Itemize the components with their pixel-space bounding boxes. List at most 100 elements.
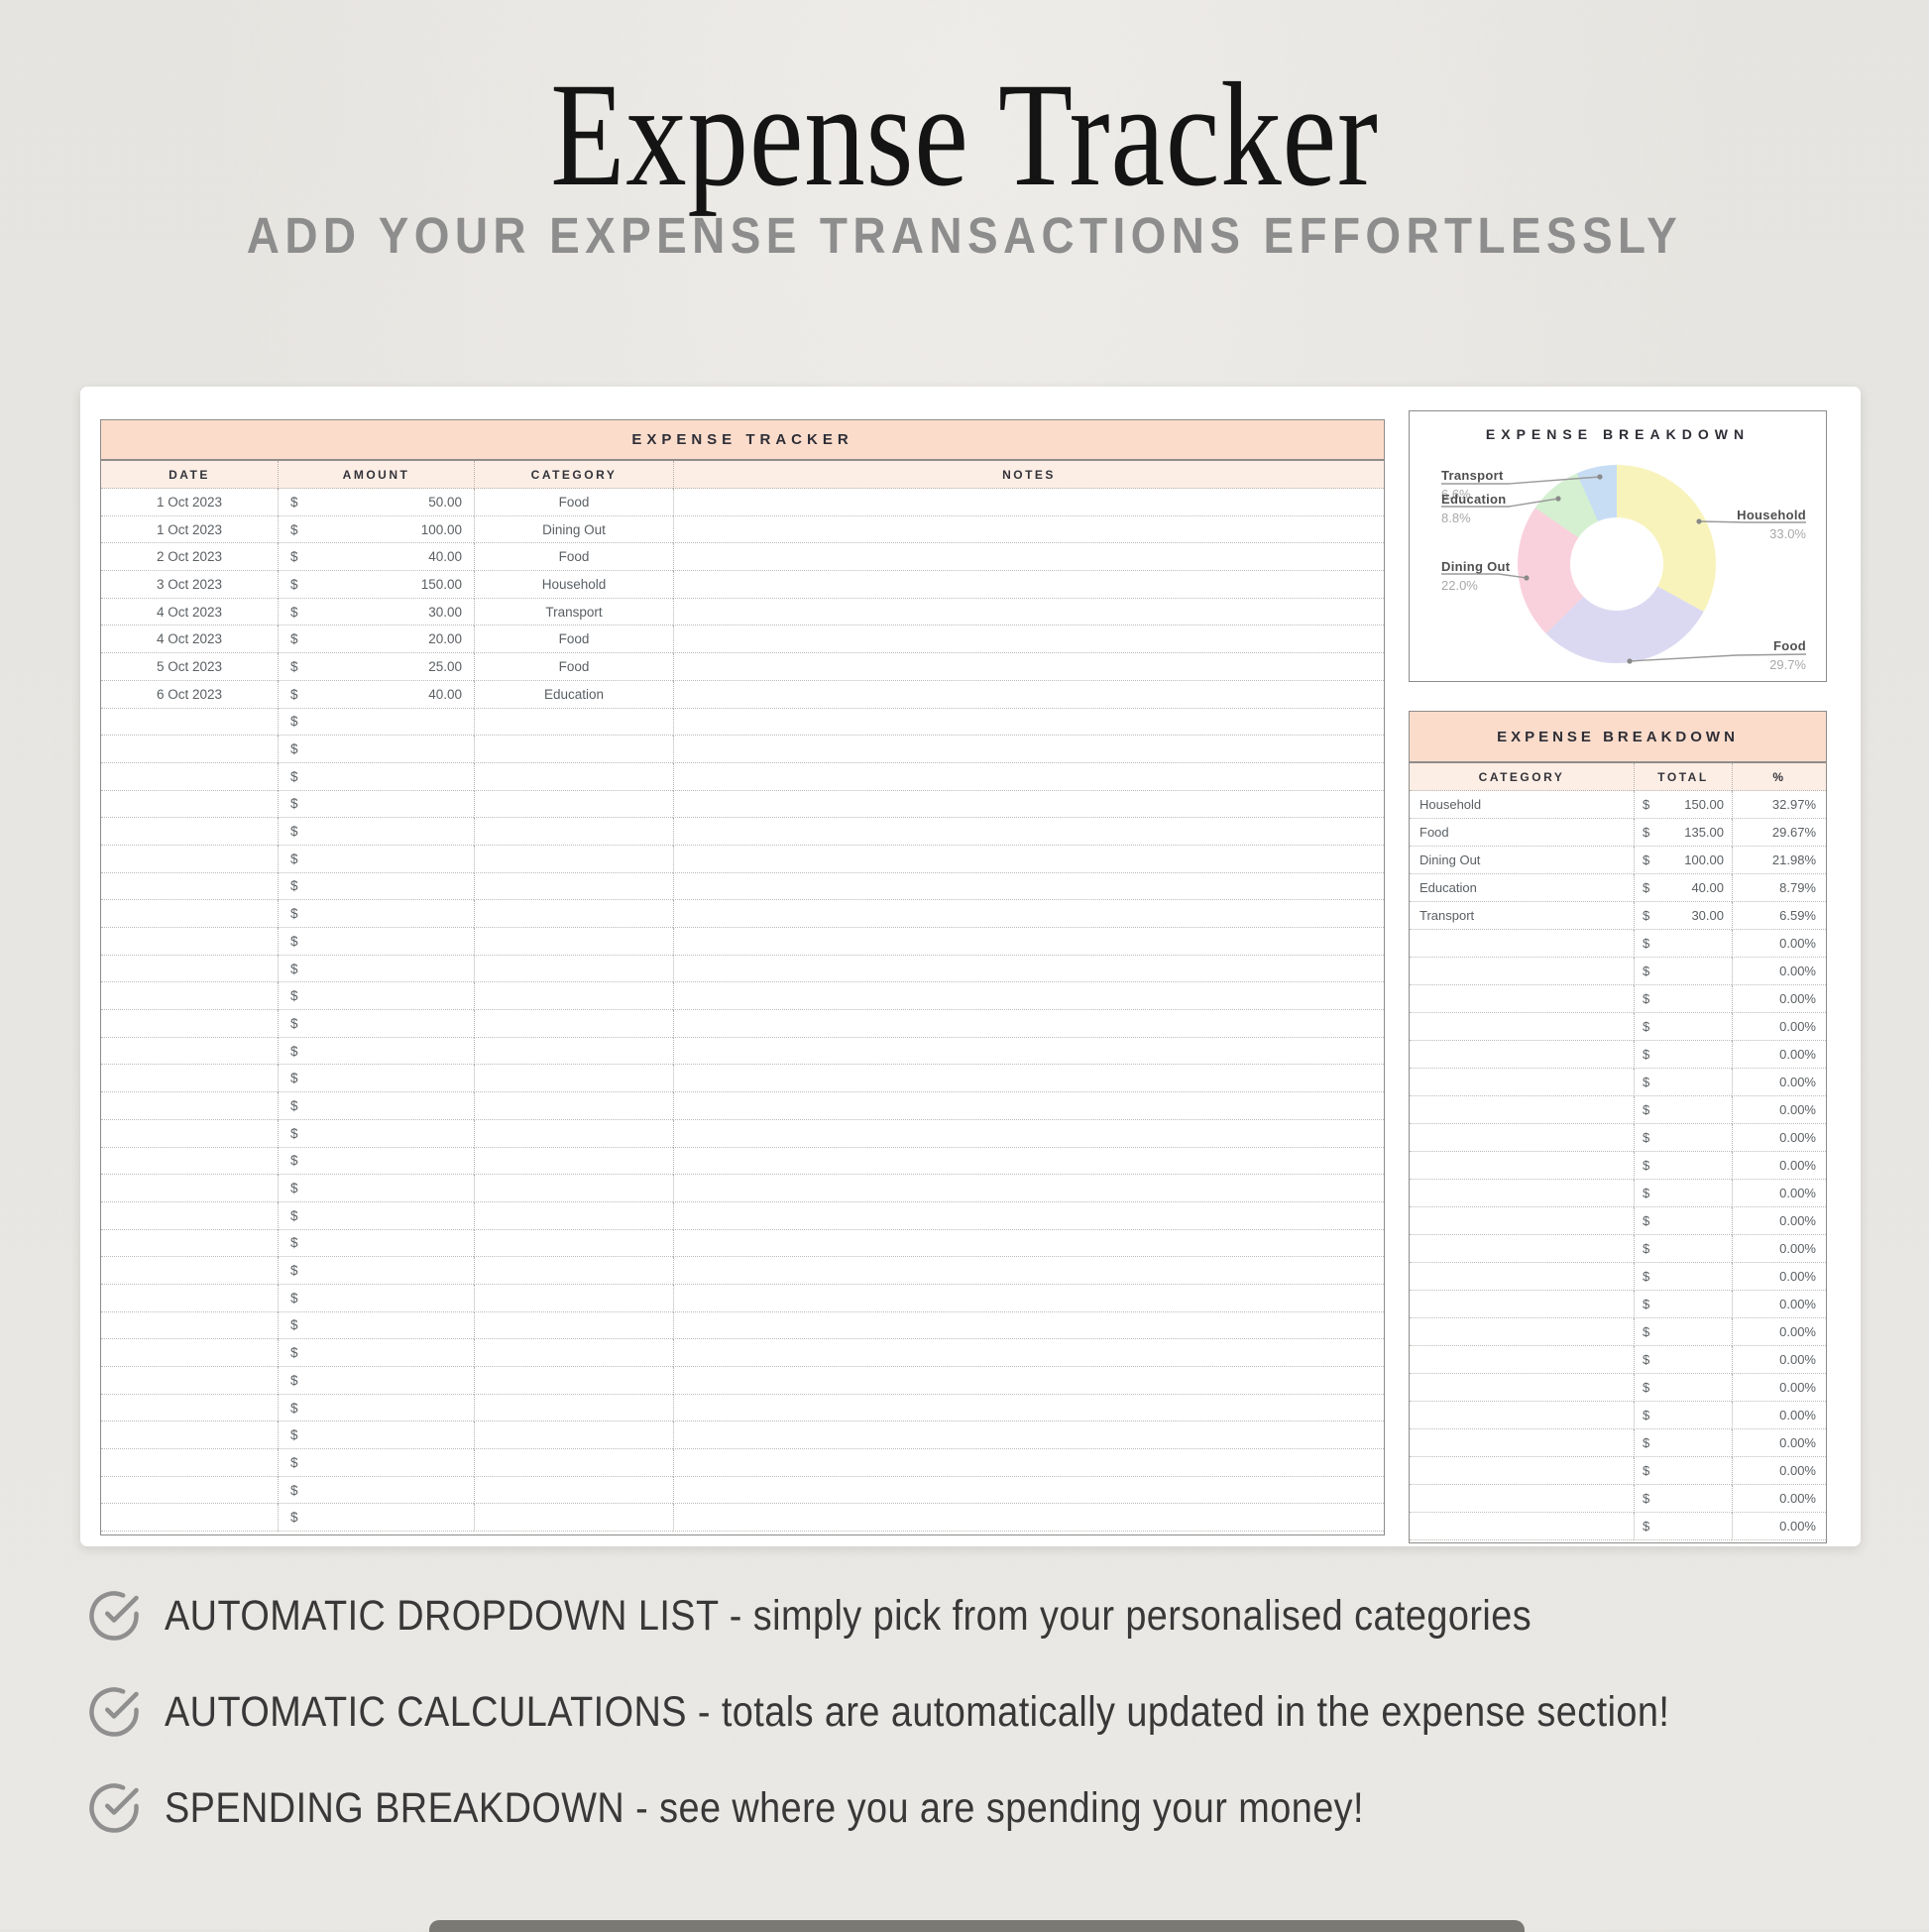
category-cell[interactable]: Transport	[1410, 902, 1634, 930]
date-cell[interactable]: 1 Oct 2023	[101, 489, 278, 516]
amount-cell[interactable]: $	[278, 872, 474, 901]
category-cell[interactable]	[1410, 1124, 1634, 1152]
amount-cell[interactable]: $40.00	[278, 543, 474, 572]
amount-cell[interactable]: $	[278, 1504, 474, 1533]
percent-cell[interactable]: 0.00%	[1732, 1429, 1826, 1457]
percent-cell[interactable]: 0.00%	[1732, 1346, 1826, 1374]
notes-cell[interactable]	[673, 1284, 1384, 1312]
category-cell[interactable]	[474, 900, 673, 928]
amount-cell[interactable]: $	[278, 1010, 474, 1038]
total-cell[interactable]: $	[1634, 1291, 1732, 1318]
percent-cell[interactable]: 32.97%	[1732, 791, 1826, 819]
category-cell[interactable]	[474, 1175, 673, 1202]
date-cell[interactable]	[101, 1395, 278, 1422]
amount-cell[interactable]: $100.00	[278, 515, 474, 544]
amount-cell[interactable]: $30.00	[278, 598, 474, 626]
category-cell[interactable]	[1410, 1041, 1634, 1069]
date-cell[interactable]	[101, 763, 278, 791]
amount-cell[interactable]: $	[278, 708, 474, 737]
amount-cell[interactable]: $	[278, 1421, 474, 1450]
category-cell[interactable]	[474, 1367, 673, 1395]
notes-cell[interactable]	[673, 1257, 1384, 1285]
total-cell[interactable]: $	[1634, 1152, 1732, 1180]
date-cell[interactable]	[101, 1148, 278, 1176]
amount-cell[interactable]: $20.00	[278, 625, 474, 654]
notes-cell[interactable]	[673, 928, 1384, 956]
amount-cell[interactable]: $	[278, 1394, 474, 1422]
date-cell[interactable]: 2 Oct 2023	[101, 543, 278, 572]
notes-cell[interactable]	[673, 1421, 1384, 1450]
category-cell[interactable]: Education	[1410, 874, 1634, 902]
total-cell[interactable]: $	[1634, 1041, 1732, 1069]
category-cell[interactable]	[474, 982, 673, 1011]
category-cell[interactable]	[474, 845, 673, 873]
total-cell[interactable]: $30.00	[1634, 902, 1732, 930]
category-cell[interactable]	[1410, 985, 1634, 1013]
date-cell[interactable]	[101, 1120, 278, 1148]
category-cell[interactable]	[474, 1147, 673, 1176]
notes-cell[interactable]	[673, 818, 1384, 846]
category-cell[interactable]: Household	[474, 571, 673, 599]
notes-cell[interactable]	[673, 625, 1384, 654]
category-cell[interactable]	[474, 736, 673, 763]
total-cell[interactable]: $	[1634, 1485, 1732, 1513]
category-cell[interactable]	[474, 790, 673, 819]
category-cell[interactable]	[474, 1065, 673, 1093]
notes-cell[interactable]	[673, 598, 1384, 626]
total-cell[interactable]: $	[1634, 985, 1732, 1013]
category-cell[interactable]	[1410, 1374, 1634, 1402]
category-cell[interactable]	[1410, 1152, 1634, 1180]
date-cell[interactable]	[101, 873, 278, 901]
date-cell[interactable]: 4 Oct 2023	[101, 625, 278, 654]
category-cell[interactable]	[474, 1257, 673, 1285]
category-cell[interactable]	[1410, 1485, 1634, 1513]
amount-cell[interactable]: $	[278, 845, 474, 873]
category-cell[interactable]	[474, 1394, 673, 1422]
total-cell[interactable]: $	[1634, 930, 1732, 958]
percent-cell[interactable]: 0.00%	[1732, 930, 1826, 958]
notes-cell[interactable]	[673, 1339, 1384, 1367]
category-cell[interactable]	[474, 708, 673, 737]
notes-cell[interactable]	[673, 955, 1384, 983]
category-cell[interactable]	[1410, 1180, 1634, 1207]
date-cell[interactable]	[101, 1504, 278, 1533]
notes-cell[interactable]	[673, 571, 1384, 599]
notes-cell[interactable]	[673, 1147, 1384, 1176]
total-cell[interactable]: $	[1634, 1263, 1732, 1291]
amount-cell[interactable]: $	[278, 1284, 474, 1312]
amount-cell[interactable]: $	[278, 1339, 474, 1367]
category-cell[interactable]	[474, 1119, 673, 1148]
date-cell[interactable]	[101, 900, 278, 928]
amount-cell[interactable]: $	[278, 928, 474, 956]
amount-cell[interactable]: $	[278, 1311, 474, 1340]
category-cell[interactable]	[474, 1092, 673, 1120]
percent-cell[interactable]: 21.98%	[1732, 847, 1826, 874]
total-cell[interactable]: $	[1634, 1318, 1732, 1346]
date-cell[interactable]: 6 Oct 2023	[101, 681, 278, 709]
category-cell[interactable]	[474, 1229, 673, 1258]
category-cell[interactable]	[1410, 1291, 1634, 1318]
amount-cell[interactable]: $	[278, 1201, 474, 1230]
percent-cell[interactable]: 0.00%	[1732, 1041, 1826, 1069]
amount-cell[interactable]: $50.00	[278, 489, 474, 516]
amount-cell[interactable]: $	[278, 790, 474, 819]
amount-cell[interactable]: $	[278, 1119, 474, 1148]
category-cell[interactable]	[474, 1421, 673, 1450]
date-cell[interactable]	[101, 982, 278, 1011]
notes-cell[interactable]	[673, 1201, 1384, 1230]
notes-cell[interactable]	[673, 1010, 1384, 1038]
percent-cell[interactable]: 6.59%	[1732, 902, 1826, 930]
percent-cell[interactable]: 0.00%	[1732, 1013, 1826, 1041]
category-cell[interactable]	[474, 1476, 673, 1505]
category-cell[interactable]	[1410, 1235, 1634, 1263]
percent-cell[interactable]: 0.00%	[1732, 1485, 1826, 1513]
total-cell[interactable]: $	[1634, 1346, 1732, 1374]
percent-cell[interactable]: 0.00%	[1732, 1402, 1826, 1429]
category-cell[interactable]	[474, 1339, 673, 1367]
amount-cell[interactable]: $	[278, 1367, 474, 1395]
total-cell[interactable]: $150.00	[1634, 791, 1732, 819]
date-cell[interactable]	[101, 1010, 278, 1038]
total-cell[interactable]: $	[1634, 1402, 1732, 1429]
notes-cell[interactable]	[673, 1449, 1384, 1477]
date-cell[interactable]: 3 Oct 2023	[101, 571, 278, 599]
